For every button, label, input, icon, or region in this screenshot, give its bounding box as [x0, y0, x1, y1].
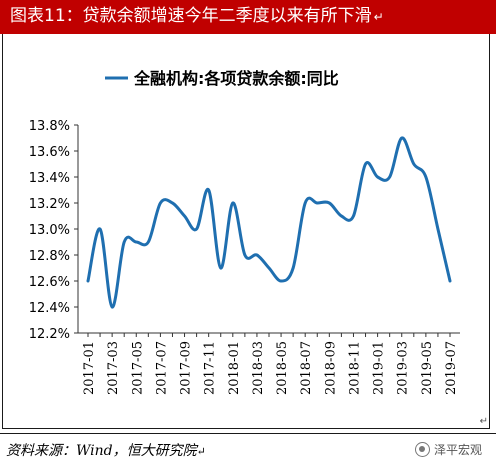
data-point: [449, 280, 451, 282]
data-point: [183, 215, 186, 217]
x-tick-label: 2018-03: [251, 341, 266, 395]
data-point: [99, 228, 101, 230]
y-tick-label: 13.4%: [29, 171, 70, 186]
chart-frame: [2, 34, 490, 429]
plot-area: [86, 136, 452, 309]
footer-divider: [0, 433, 496, 434]
y-tick-label: 12.8%: [29, 249, 70, 264]
data-point: [388, 176, 391, 178]
data-point: [376, 176, 379, 178]
x-tick-label: 2018-07: [299, 341, 314, 395]
chart: 全融机构:各项贷款余额:同比 12.2% 12.4% 12.6% 12.8% 13.0%…: [29, 69, 460, 395]
legend-label: 全融机构:各项贷款余额:同比: [133, 69, 339, 88]
data-point: [123, 241, 125, 243]
data-point: [268, 267, 270, 269]
source-text: 资料来源：Wind，恒大研究院: [6, 443, 197, 459]
x-tick-label: 2017-09: [179, 341, 194, 395]
x-tick-label: 2019-03: [396, 341, 411, 395]
x-tick-label: 2017-03: [106, 341, 121, 395]
y-tick-label: 13.6%: [29, 145, 70, 160]
y-tick-label: 12.6%: [29, 275, 70, 290]
y-tick-label: 12.4%: [29, 301, 70, 316]
data-point: [292, 267, 294, 269]
figure-title-bar: 图表11：贷款余额增速今年二季度以来有所下滑 ↵: [0, 0, 496, 34]
x-tick-label: 2018-09: [323, 341, 338, 395]
source-paragraph-mark: ↵: [196, 445, 206, 458]
data-point: [256, 254, 258, 256]
legend: 全融机构:各项贷款余额:同比: [105, 69, 339, 88]
data-point: [219, 267, 222, 269]
figure-title: 图表11：贷款余额增速今年二季度以来有所下滑: [10, 6, 372, 26]
y-tick-label: 13.8%: [29, 119, 70, 134]
data-point: [413, 163, 415, 165]
x-tick-label: 2017-05: [130, 341, 145, 395]
data-point: [340, 215, 343, 217]
watermark-text: 泽平宏观: [433, 443, 482, 457]
x-tick-label: 2017-07: [154, 341, 169, 395]
data-point: [364, 163, 367, 165]
data-point: [135, 241, 138, 243]
data-point: [147, 241, 150, 243]
data-point: [425, 176, 427, 178]
data-point: [244, 254, 246, 256]
data-point: [304, 202, 307, 204]
x-tick-label: 2018-11: [347, 341, 362, 395]
y-tick-label: 12.2%: [29, 327, 70, 342]
x-axis: 2017-01 2017-03 2017-05 2017-07 2017-09 2017-…: [78, 332, 460, 395]
y-axis: 12.2% 12.4% 12.6% 12.8% 13.0% 13.2% 13.4% 13.6%…: [29, 119, 79, 342]
source-note: 资料来源：Wind，恒大研究院↵: [6, 440, 206, 460]
data-point: [87, 280, 89, 282]
paragraph-mark: ↵: [373, 10, 384, 24]
y-tick-label: 13.2%: [29, 197, 70, 212]
x-tick-label: 2019-07: [444, 341, 459, 395]
watermark: 泽平宏观: [414, 441, 482, 458]
data-point: [328, 202, 331, 204]
data-point: [111, 306, 113, 308]
data-point: [280, 280, 282, 282]
x-tick-label: 2017-01: [82, 341, 97, 395]
data-point: [316, 202, 319, 204]
data-point: [352, 215, 355, 217]
end-mark: ↵: [479, 416, 488, 427]
data-point: [195, 228, 198, 230]
x-tick-label: 2018-01: [227, 341, 242, 395]
series-line: [86, 136, 452, 309]
data-point: [207, 189, 210, 191]
data-point: [437, 228, 439, 230]
data-point: [400, 137, 403, 139]
x-tick-label: 2019-01: [372, 341, 387, 395]
data-point: [232, 202, 234, 204]
x-tick-label: 2019-05: [420, 341, 435, 395]
x-tick-label: 2018-05: [275, 341, 290, 395]
wechat-icon: [414, 442, 430, 457]
data-point: [171, 202, 174, 204]
data-point: [159, 202, 162, 204]
y-tick-label: 13.0%: [29, 223, 70, 238]
x-tick-label: 2017-11: [203, 341, 218, 395]
